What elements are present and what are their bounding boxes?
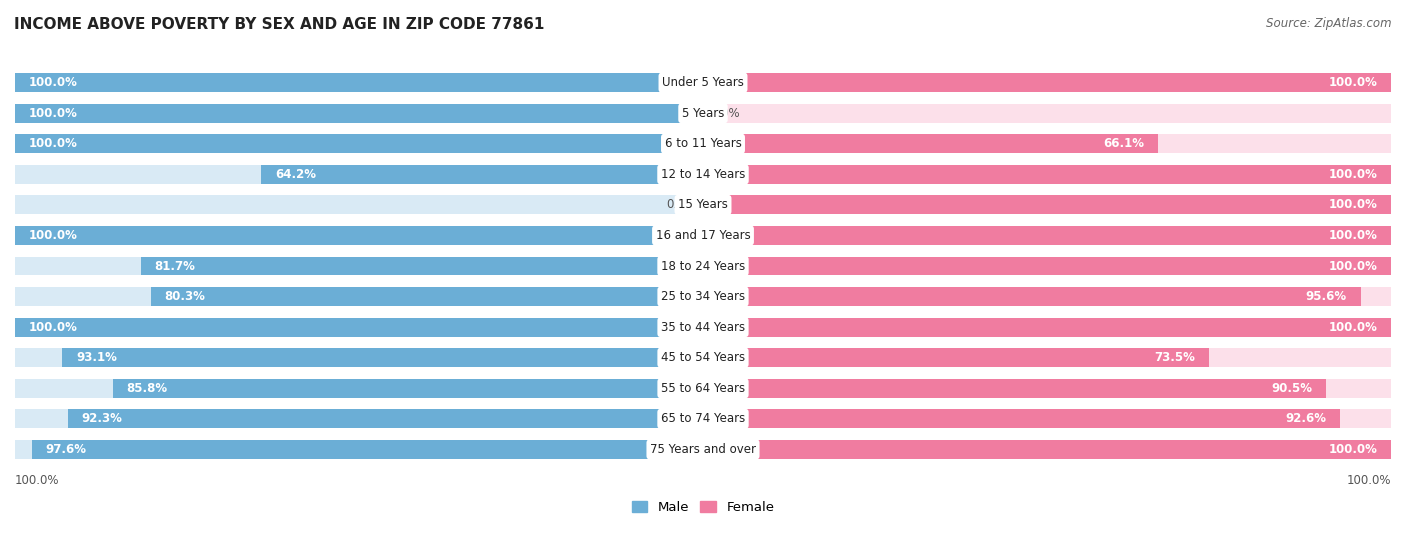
Text: 25 to 34 Years: 25 to 34 Years: [661, 290, 745, 303]
Bar: [703, 409, 1340, 428]
Text: 35 to 44 Years: 35 to 44 Years: [661, 321, 745, 334]
Bar: [15, 348, 703, 367]
Bar: [15, 165, 703, 184]
Text: Source: ZipAtlas.com: Source: ZipAtlas.com: [1267, 17, 1392, 30]
Text: 100.0%: 100.0%: [1329, 76, 1378, 89]
Bar: [15, 226, 703, 245]
Bar: [262, 165, 703, 184]
Bar: [703, 318, 1391, 337]
Bar: [15, 73, 703, 92]
Bar: [31, 440, 703, 459]
Text: 100.0%: 100.0%: [15, 475, 59, 487]
Bar: [703, 318, 1391, 337]
Bar: [141, 257, 703, 276]
Text: 12 to 14 Years: 12 to 14 Years: [661, 168, 745, 181]
Text: 100.0%: 100.0%: [1329, 259, 1378, 272]
Text: 55 to 64 Years: 55 to 64 Years: [661, 382, 745, 395]
Bar: [703, 134, 1157, 153]
Bar: [15, 318, 703, 337]
Bar: [703, 226, 1391, 245]
Bar: [150, 287, 703, 306]
Bar: [15, 440, 703, 459]
Bar: [703, 440, 1391, 459]
Bar: [703, 379, 1391, 397]
Text: 100.0%: 100.0%: [1347, 475, 1391, 487]
Text: 95.6%: 95.6%: [1306, 290, 1347, 303]
Bar: [15, 379, 703, 397]
Bar: [703, 379, 1326, 397]
Text: 100.0%: 100.0%: [1329, 443, 1378, 456]
Text: 75 Years and over: 75 Years and over: [650, 443, 756, 456]
Bar: [703, 409, 1391, 428]
Text: 100.0%: 100.0%: [28, 107, 77, 120]
Text: 0.0%: 0.0%: [710, 107, 740, 120]
Bar: [112, 379, 703, 397]
Text: 97.6%: 97.6%: [45, 443, 86, 456]
Text: 100.0%: 100.0%: [28, 138, 77, 150]
Bar: [15, 257, 703, 276]
Bar: [15, 318, 703, 337]
Text: 73.5%: 73.5%: [1154, 351, 1195, 364]
Text: 92.3%: 92.3%: [82, 413, 122, 425]
Text: 85.8%: 85.8%: [127, 382, 167, 395]
Text: 45 to 54 Years: 45 to 54 Years: [661, 351, 745, 364]
Text: 80.3%: 80.3%: [165, 290, 205, 303]
Bar: [15, 287, 703, 306]
Bar: [703, 165, 1391, 184]
Bar: [15, 196, 703, 214]
Bar: [703, 257, 1391, 276]
Text: 100.0%: 100.0%: [1329, 198, 1378, 211]
Bar: [703, 104, 1391, 122]
Text: 100.0%: 100.0%: [28, 321, 77, 334]
Text: Under 5 Years: Under 5 Years: [662, 76, 744, 89]
Bar: [703, 165, 1391, 184]
Text: 100.0%: 100.0%: [28, 229, 77, 242]
Text: 6 to 11 Years: 6 to 11 Years: [665, 138, 741, 150]
Bar: [703, 134, 1391, 153]
Bar: [703, 257, 1391, 276]
Text: 100.0%: 100.0%: [1329, 229, 1378, 242]
Text: 5 Years: 5 Years: [682, 107, 724, 120]
Text: 66.1%: 66.1%: [1104, 138, 1144, 150]
Text: 90.5%: 90.5%: [1271, 382, 1312, 395]
Bar: [15, 226, 703, 245]
Bar: [15, 73, 703, 92]
Text: 81.7%: 81.7%: [155, 259, 195, 272]
Text: 65 to 74 Years: 65 to 74 Years: [661, 413, 745, 425]
Text: 100.0%: 100.0%: [1329, 321, 1378, 334]
Bar: [15, 134, 703, 153]
Bar: [703, 226, 1391, 245]
Legend: Male, Female: Male, Female: [626, 495, 780, 519]
Text: 93.1%: 93.1%: [76, 351, 117, 364]
Bar: [15, 409, 703, 428]
Text: 100.0%: 100.0%: [28, 76, 77, 89]
Bar: [703, 196, 1391, 214]
Text: 18 to 24 Years: 18 to 24 Years: [661, 259, 745, 272]
Text: 100.0%: 100.0%: [1329, 168, 1378, 181]
Bar: [67, 409, 703, 428]
Text: 64.2%: 64.2%: [276, 168, 316, 181]
Bar: [703, 196, 1391, 214]
Bar: [703, 287, 1361, 306]
Text: 0.0%: 0.0%: [666, 198, 696, 211]
Bar: [703, 73, 1391, 92]
Text: 15 Years: 15 Years: [678, 198, 728, 211]
Text: 16 and 17 Years: 16 and 17 Years: [655, 229, 751, 242]
Bar: [15, 134, 703, 153]
Bar: [62, 348, 703, 367]
Bar: [703, 287, 1391, 306]
Bar: [703, 73, 1391, 92]
Bar: [703, 348, 1391, 367]
Bar: [703, 348, 1209, 367]
Bar: [15, 104, 703, 122]
Bar: [15, 104, 703, 122]
Text: INCOME ABOVE POVERTY BY SEX AND AGE IN ZIP CODE 77861: INCOME ABOVE POVERTY BY SEX AND AGE IN Z…: [14, 17, 544, 32]
Bar: [703, 440, 1391, 459]
Text: 92.6%: 92.6%: [1285, 413, 1326, 425]
